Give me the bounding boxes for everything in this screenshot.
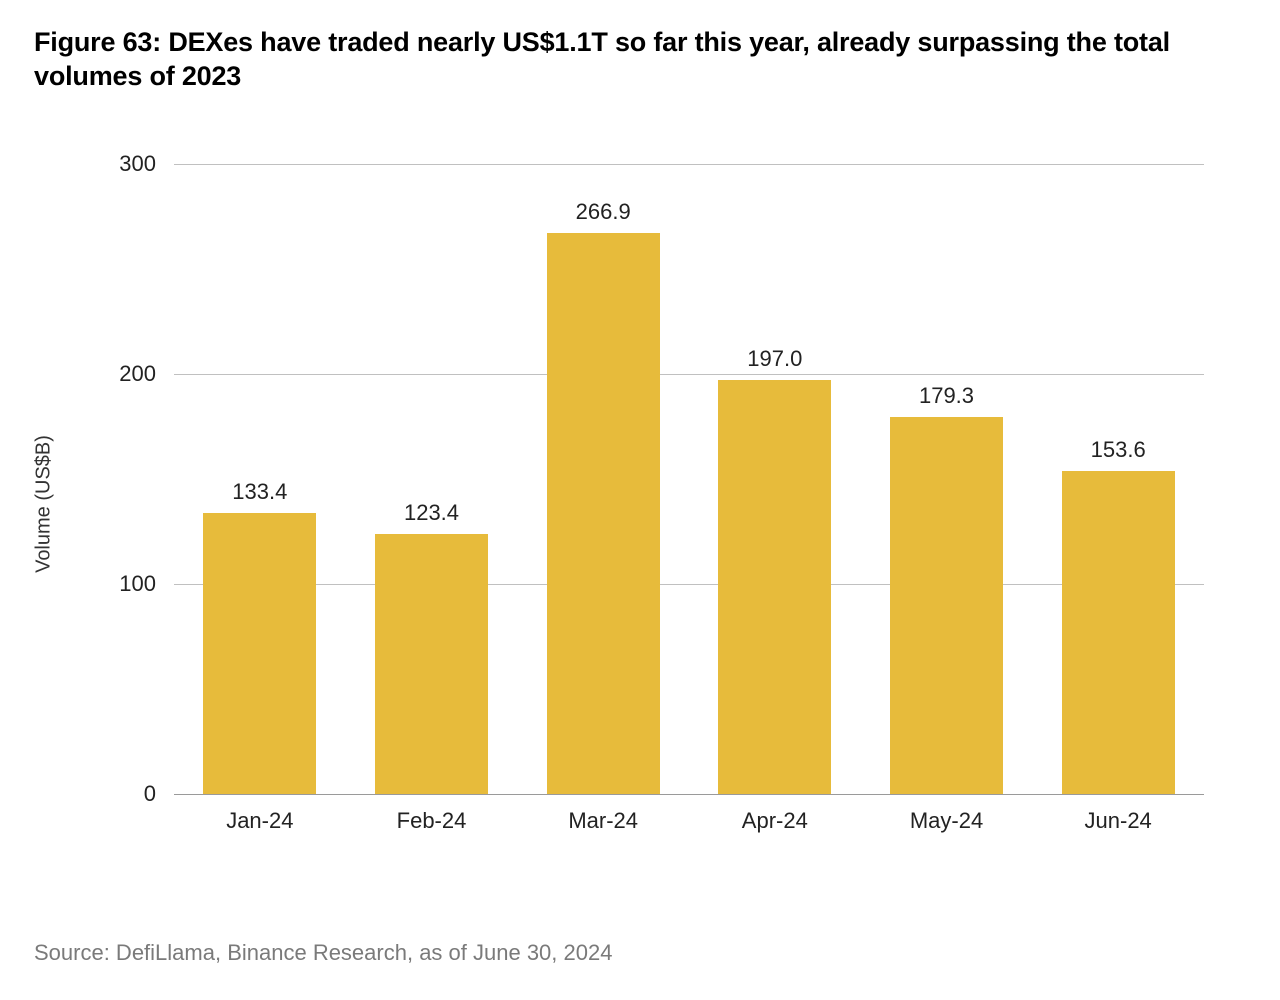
figure-container: Figure 63: DEXes have traded nearly US$1… — [0, 0, 1280, 1000]
x-tick-label: Feb-24 — [397, 794, 467, 834]
x-tick-label: Apr-24 — [742, 794, 808, 834]
y-tick-label: 200 — [119, 361, 174, 387]
gridline — [174, 584, 1204, 585]
bar-value-label: 179.3 — [919, 383, 974, 417]
y-tick-label: 0 — [144, 781, 174, 807]
x-tick-label: Jan-24 — [226, 794, 293, 834]
gridline — [174, 164, 1204, 165]
x-tick-label: May-24 — [910, 794, 983, 834]
y-tick-label: 100 — [119, 571, 174, 597]
bar-value-label: 197.0 — [747, 346, 802, 380]
bar — [890, 417, 1003, 794]
x-tick-label: Mar-24 — [568, 794, 638, 834]
y-tick-label: 300 — [119, 151, 174, 177]
bar-value-label: 266.9 — [576, 199, 631, 233]
chart-area: Volume (US$B) 0100200300133.4Jan-24123.4… — [34, 154, 1214, 854]
gridline — [174, 374, 1204, 375]
bar — [547, 233, 660, 793]
y-axis-title: Volume (US$B) — [33, 435, 56, 573]
source-attribution: Source: DefiLlama, Binance Research, as … — [34, 940, 612, 966]
figure-title: Figure 63: DEXes have traded nearly US$1… — [34, 26, 1214, 94]
bar-value-label: 123.4 — [404, 500, 459, 534]
bar — [375, 534, 488, 793]
axis-baseline — [174, 794, 1204, 795]
bar — [718, 380, 831, 794]
bar-value-label: 153.6 — [1091, 437, 1146, 471]
bar — [1062, 471, 1175, 794]
bar — [203, 513, 316, 793]
plot-area: 0100200300133.4Jan-24123.4Feb-24266.9Mar… — [174, 164, 1204, 794]
bar-value-label: 133.4 — [232, 479, 287, 513]
x-tick-label: Jun-24 — [1085, 794, 1152, 834]
